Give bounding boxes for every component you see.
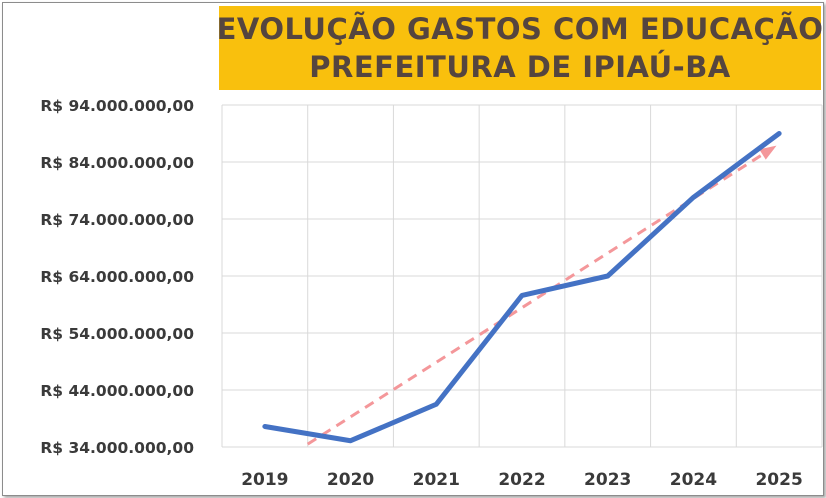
x-axis-ticks: 2019 2020 2021 2022 2023 2024 2025 (241, 470, 803, 490)
data-point (605, 274, 610, 278)
x-tick-label: 2021 (413, 470, 460, 490)
y-tick-label: R$ 54.000.000,00 (40, 325, 194, 343)
chart-subtitle: PREFEITURA DE IPIAÚ-BA (309, 50, 731, 84)
data-point (777, 131, 782, 136)
y-tick-label: R$ 44.000.000,00 (40, 382, 194, 400)
data-point (434, 402, 439, 407)
x-tick-label: 2022 (498, 470, 545, 490)
y-tick-label: R$ 94.000.000,00 (40, 97, 194, 115)
grid-lines (221, 104, 823, 448)
data-point (348, 438, 353, 443)
y-tick-label: R$ 34.000.000,00 (40, 439, 194, 457)
x-tick-label: 2019 (241, 470, 288, 490)
data-point (262, 424, 267, 429)
y-tick-label: R$ 64.000.000,00 (40, 268, 194, 286)
series-layer (262, 131, 782, 446)
data-point (691, 195, 696, 200)
y-tick-label: R$ 74.000.000,00 (40, 211, 194, 229)
trendline-arrowhead (759, 145, 777, 160)
chart-title-box: EVOLUÇÃO GASTOS COM EDUCAÇÃO PREFEITURA … (216, 6, 824, 90)
x-tick-label: 2023 (584, 470, 631, 490)
series-line (262, 131, 782, 444)
y-tick-label: R$ 84.000.000,00 (40, 154, 194, 172)
y-axis-ticks: R$ 34.000.000,00 R$ 44.000.000,00 R$ 54.00… (40, 97, 194, 457)
x-tick-label: 2020 (327, 470, 374, 490)
data-point (520, 293, 524, 298)
chart-title: EVOLUÇÃO GASTOS COM EDUCAÇÃO (216, 12, 824, 46)
x-tick-label: 2025 (755, 470, 802, 490)
x-tick-label: 2024 (670, 470, 717, 490)
